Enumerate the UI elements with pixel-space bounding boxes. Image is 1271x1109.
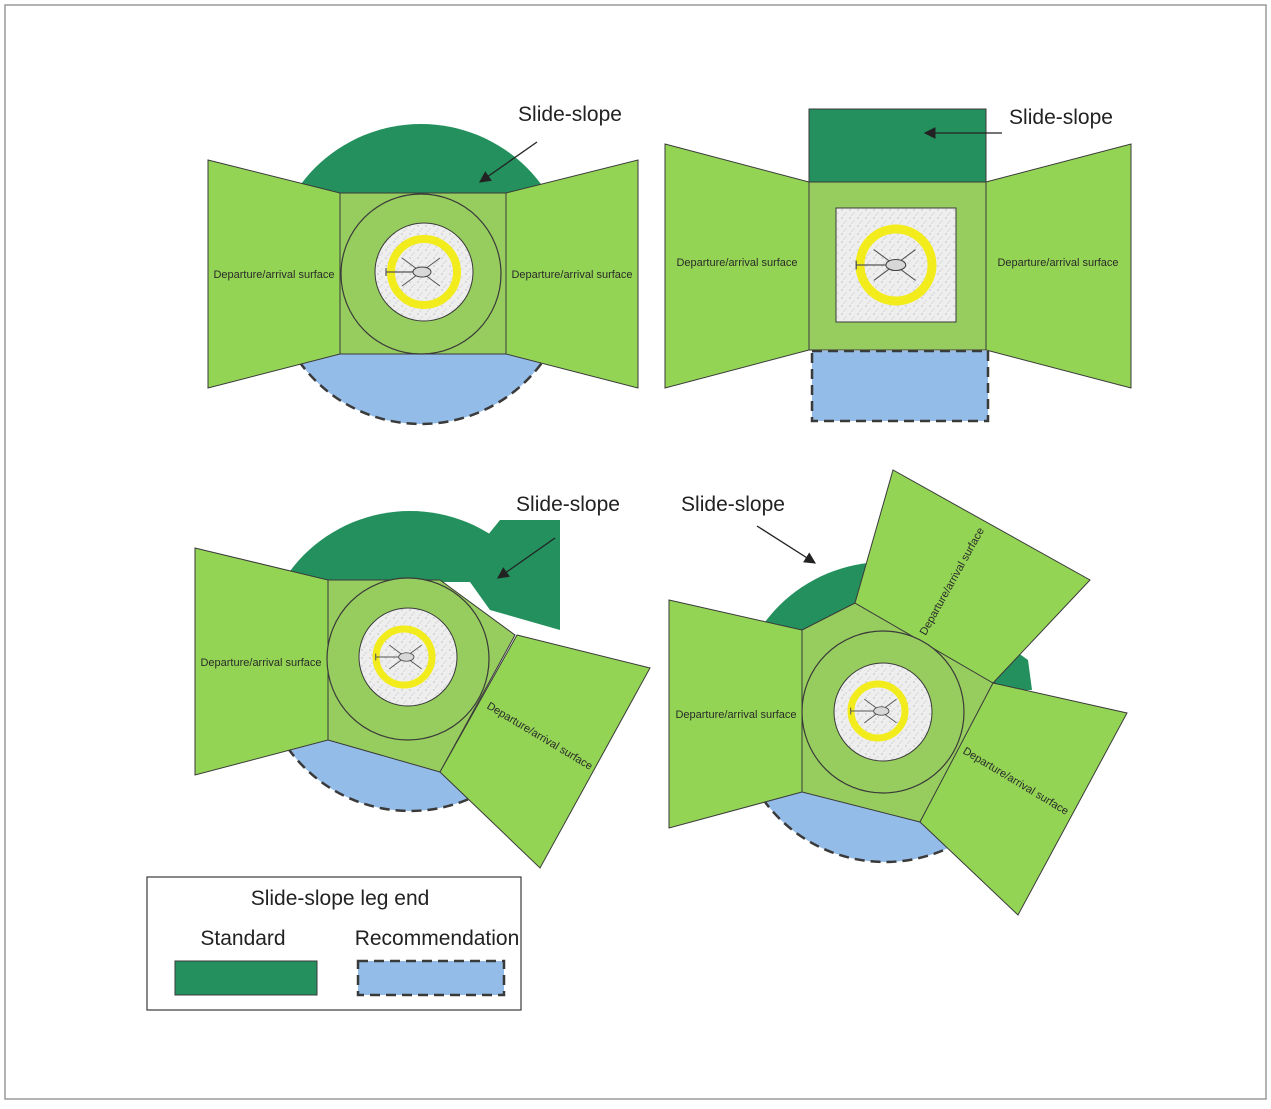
slide-slope-callout: Slide-slope [681,493,785,516]
surface-right [919,682,1128,916]
legend-standard-swatch [174,960,318,996]
surface-left-label: Departure/arrival surface [213,269,334,281]
surface-right [505,159,639,389]
legend-title: Slide-slope leg end [251,887,430,910]
recommendation-slide-slope-area [810,349,990,423]
legend-standard-label: Standard [200,927,285,950]
diagram-2: Departure/arrival surface Departure/arri… [664,106,1132,423]
callout-arrow-icon [479,141,538,183]
slide-slope-callout: Slide-slope [516,493,620,516]
callout-arrow-icon [756,525,816,564]
surface-left-label: Departure/arrival surface [200,657,321,669]
surface-left [664,143,810,389]
standard-slide-slope-area [808,108,987,183]
surface-left [194,547,329,776]
callout-arrow-icon [497,537,556,579]
diagram-3: Departure/arrival surface Departure/arri… [194,493,651,869]
surface-left [668,599,803,829]
helicopter-icon [855,249,916,281]
slide-slope-callout: Slide-slope [1009,106,1113,129]
diagram-1: Departure/arrival surface Departure/arri… [207,103,639,426]
surface-right [985,143,1132,389]
surface-left-label: Departure/arrival surface [676,257,797,269]
surface-right [439,634,651,869]
surface-top [854,469,1091,684]
legend-recommendation-label: Recommendation [355,927,520,950]
surface-left [207,159,341,389]
slide-slope-callout: Slide-slope [518,103,622,126]
diagram-4: Departure/arrival surface Departure/arri… [668,469,1128,916]
surface-left-label: Departure/arrival surface [675,709,796,721]
helicopter-icon [850,698,897,724]
surface-right-label: Departure/arrival surface [997,257,1118,269]
helicopter-icon [375,644,422,670]
recommendation-slide-slope-area [292,353,550,426]
legend-recommendation-swatch [356,959,506,997]
legend: Slide-slope leg end Standard Recommendat… [146,876,522,1011]
surface-right-label: Departure/arrival surface [511,269,632,281]
helicopter-icon [385,257,441,287]
